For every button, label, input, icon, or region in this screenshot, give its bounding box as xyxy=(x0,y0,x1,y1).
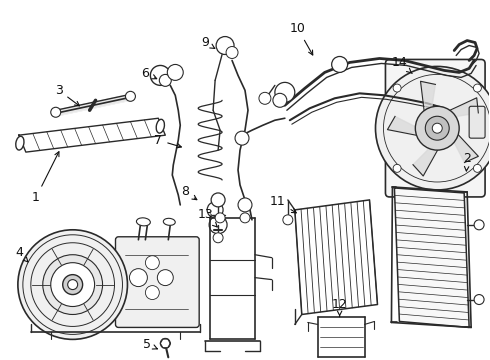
Circle shape xyxy=(167,64,183,80)
Circle shape xyxy=(238,198,252,212)
Text: 12: 12 xyxy=(332,298,347,316)
Polygon shape xyxy=(413,140,441,176)
Ellipse shape xyxy=(16,136,24,150)
Polygon shape xyxy=(394,188,469,328)
Circle shape xyxy=(43,255,102,315)
Circle shape xyxy=(215,213,225,223)
Text: 10: 10 xyxy=(290,22,313,55)
Circle shape xyxy=(332,57,347,72)
Text: 4: 4 xyxy=(15,246,28,262)
Circle shape xyxy=(68,280,77,289)
Text: 5: 5 xyxy=(144,338,157,351)
Circle shape xyxy=(159,75,171,86)
Circle shape xyxy=(226,46,238,58)
Polygon shape xyxy=(388,116,428,135)
Circle shape xyxy=(275,82,295,102)
Circle shape xyxy=(432,123,442,133)
Text: 6: 6 xyxy=(142,67,157,80)
FancyBboxPatch shape xyxy=(116,237,199,328)
FancyBboxPatch shape xyxy=(469,106,485,138)
Circle shape xyxy=(393,165,401,172)
Polygon shape xyxy=(441,98,478,118)
Circle shape xyxy=(157,270,173,285)
Circle shape xyxy=(51,263,95,306)
Text: 1: 1 xyxy=(32,152,59,204)
Circle shape xyxy=(125,91,135,101)
Circle shape xyxy=(150,66,171,85)
Text: 2: 2 xyxy=(463,152,471,171)
Circle shape xyxy=(393,84,401,92)
Circle shape xyxy=(474,220,484,230)
Text: 8: 8 xyxy=(181,185,197,200)
Circle shape xyxy=(209,216,227,234)
Circle shape xyxy=(216,37,234,54)
Circle shape xyxy=(207,202,223,218)
Circle shape xyxy=(240,213,250,223)
Circle shape xyxy=(129,269,147,287)
Circle shape xyxy=(146,256,159,270)
Circle shape xyxy=(146,285,159,300)
Ellipse shape xyxy=(156,119,165,133)
Circle shape xyxy=(273,93,287,107)
Text: 13: 13 xyxy=(197,208,217,227)
FancyBboxPatch shape xyxy=(386,59,485,197)
Circle shape xyxy=(259,92,271,104)
Polygon shape xyxy=(449,128,478,162)
Circle shape xyxy=(160,338,171,348)
Circle shape xyxy=(375,67,490,190)
Circle shape xyxy=(51,107,61,117)
Text: 3: 3 xyxy=(55,84,79,106)
Circle shape xyxy=(474,294,484,305)
Polygon shape xyxy=(420,81,436,121)
Circle shape xyxy=(283,215,293,225)
Text: 9: 9 xyxy=(201,36,215,49)
Text: 7: 7 xyxy=(154,134,181,148)
Polygon shape xyxy=(295,200,377,315)
Circle shape xyxy=(211,193,225,207)
Text: 11: 11 xyxy=(270,195,296,213)
Circle shape xyxy=(63,275,83,294)
Circle shape xyxy=(213,233,223,243)
Circle shape xyxy=(425,116,449,140)
Circle shape xyxy=(473,165,481,172)
Circle shape xyxy=(416,106,459,150)
Polygon shape xyxy=(19,118,165,152)
Text: 14: 14 xyxy=(392,56,412,73)
Circle shape xyxy=(18,230,127,339)
Ellipse shape xyxy=(163,218,175,225)
Ellipse shape xyxy=(136,218,150,226)
Circle shape xyxy=(235,131,249,145)
Circle shape xyxy=(473,84,481,92)
